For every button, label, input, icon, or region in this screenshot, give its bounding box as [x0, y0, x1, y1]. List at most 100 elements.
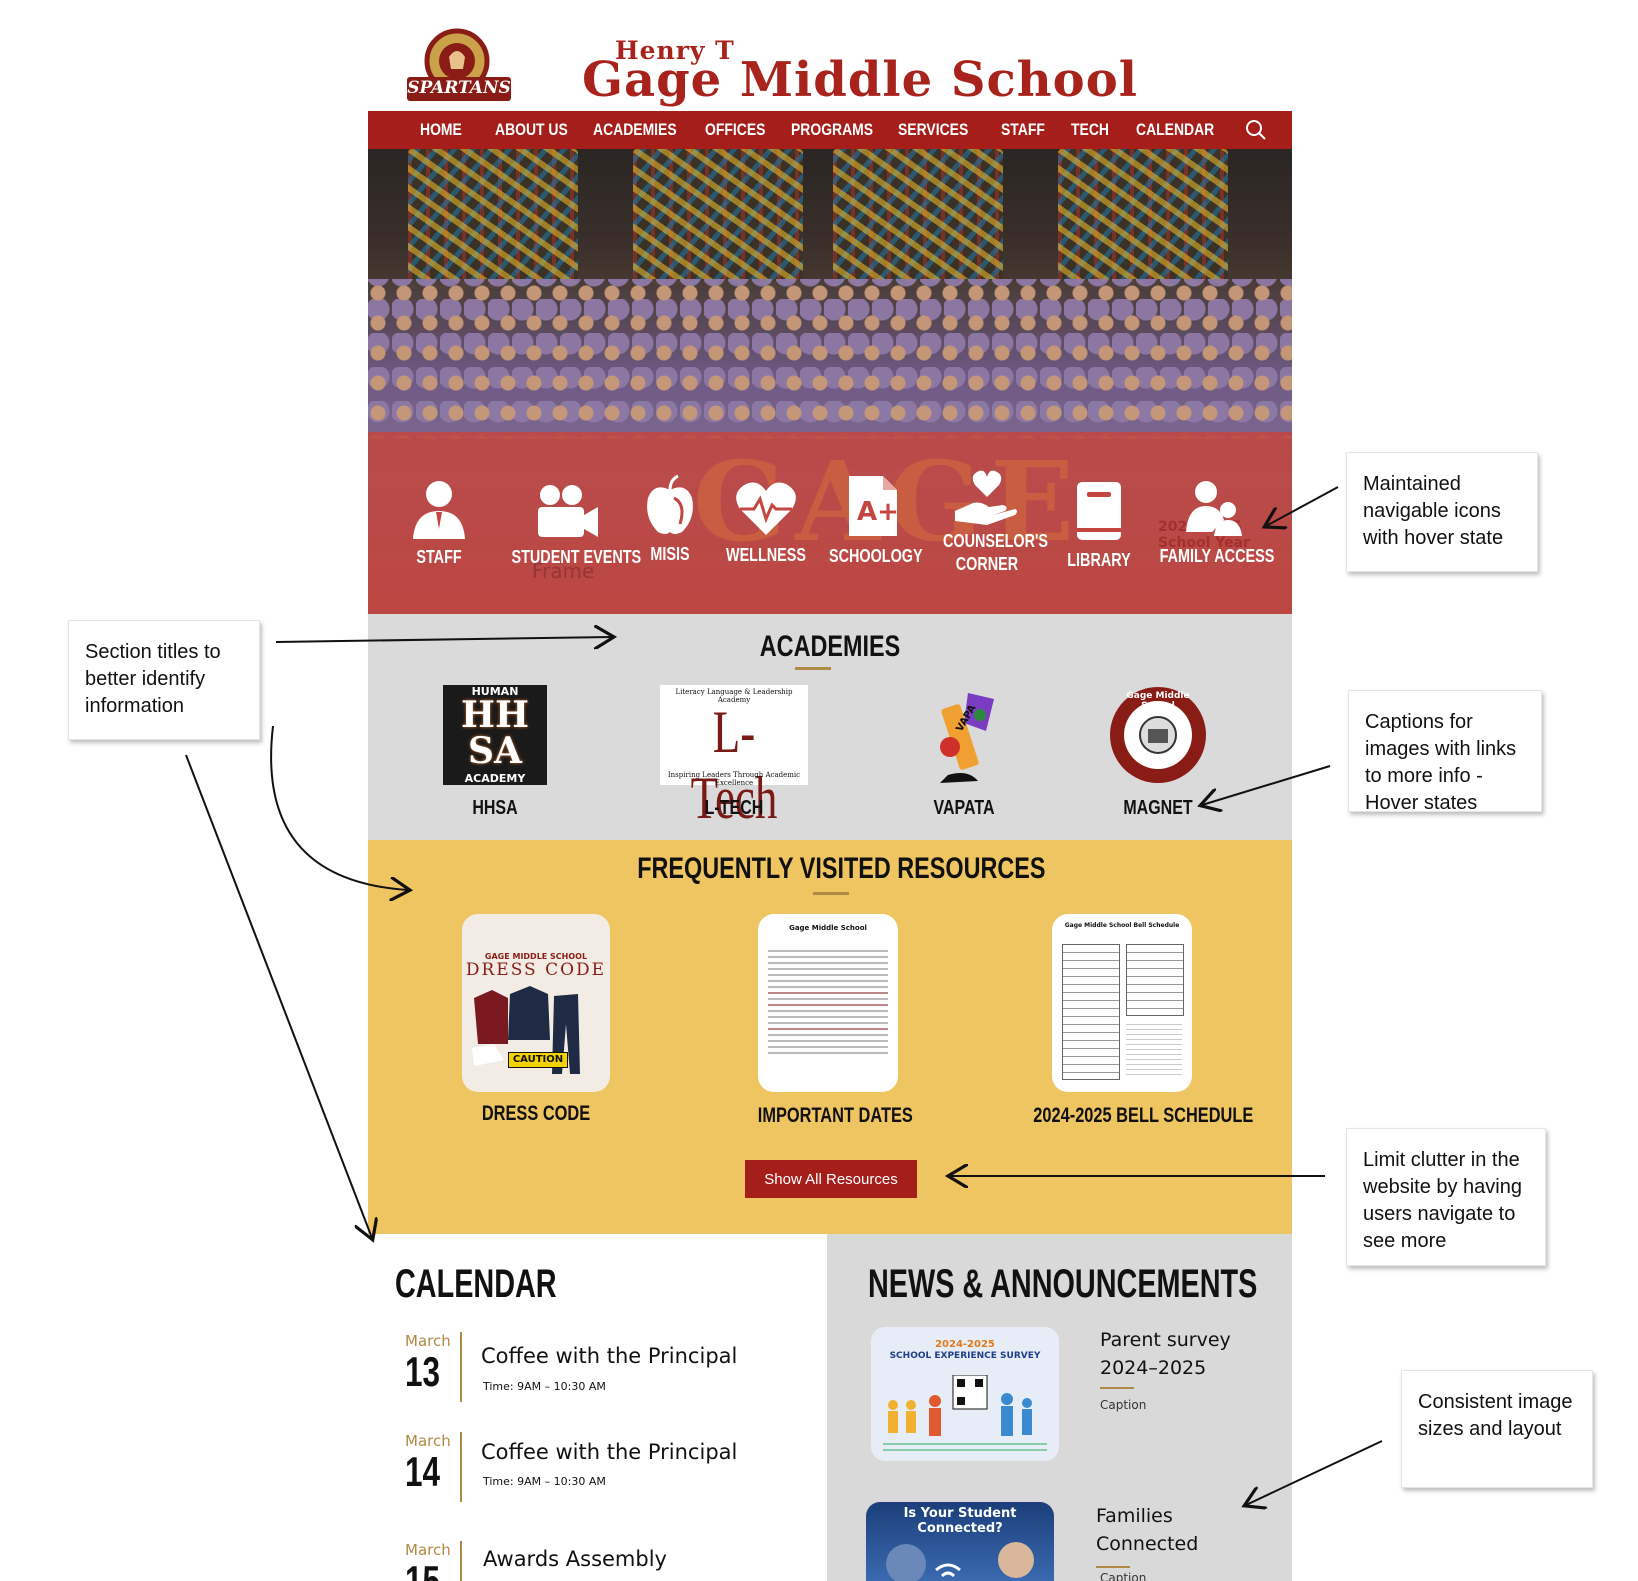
- news-image-survey[interactable]: 2024-2025 SCHOOL EXPERIENCE SURVEY: [871, 1327, 1059, 1461]
- quick-link-label-line2: CORNER: [955, 554, 1019, 574]
- hero-banner: GAGE 2024-2025 School Year Frame STAFF S…: [368, 149, 1292, 614]
- svg-text:A+: A+: [857, 497, 899, 527]
- heartbeat-icon: [736, 482, 796, 535]
- event-title: Awards Assembly: [483, 1547, 667, 1571]
- academy-label-hhsa[interactable]: HHSA: [472, 797, 518, 819]
- magnet-logo[interactable]: Gage Middle School: [1108, 685, 1208, 785]
- nav-staff[interactable]: STAFF: [1001, 120, 1045, 139]
- annotation-note: Limit clutter in the website by having u…: [1346, 1128, 1546, 1266]
- nav-services[interactable]: SERVICES: [898, 120, 969, 139]
- mural-panel: [1058, 149, 1228, 289]
- event-divider: [460, 1541, 462, 1581]
- nav-home[interactable]: HOME: [420, 120, 462, 139]
- quick-link-label: SCHOOLOGY: [829, 546, 923, 566]
- quick-link-label: LIBRARY: [1067, 550, 1131, 570]
- event-month: March: [405, 1432, 451, 1450]
- event-divider: [460, 1432, 462, 1502]
- nav-programs[interactable]: PROGRAMS: [791, 120, 874, 139]
- quick-link-schoology[interactable]: A+ SCHOOLOGY: [818, 474, 928, 569]
- quick-link-family-access[interactable]: FAMILY ACCESS: [1146, 480, 1282, 569]
- grade-document-icon: A+: [849, 476, 899, 536]
- quick-link-staff[interactable]: STAFF: [384, 479, 494, 570]
- section-title-calendar: CALENDAR: [395, 1262, 557, 1306]
- news-caption: Caption: [1100, 1571, 1147, 1581]
- quick-link-library[interactable]: LIBRARY: [1044, 480, 1154, 573]
- school-title[interactable]: Gage Middle School: [582, 52, 1138, 108]
- book-icon: [1077, 482, 1121, 540]
- nav-academies[interactable]: ACADEMIES: [593, 120, 677, 139]
- quick-link-label: MISIS: [650, 544, 690, 564]
- event-month: March: [405, 1541, 451, 1559]
- event-divider: [460, 1332, 462, 1402]
- news-headline[interactable]: Families Connected: [1096, 1505, 1199, 1555]
- academy-label-vapata[interactable]: VAPATA: [933, 797, 995, 819]
- event-title: Coffee with the Principal: [481, 1440, 738, 1464]
- bell-schedule-thumbnail[interactable]: Gage Middle School Bell Schedule: [1052, 914, 1192, 1092]
- academy-label-magnet[interactable]: MAGNET: [1123, 797, 1193, 819]
- section-title-news: NEWS & ANNOUNCEMENTS: [868, 1262, 1258, 1306]
- frame-label: Frame: [532, 559, 595, 583]
- academies-section: ACADEMIES HUMAN HH SA ACADEMY HHSA Liter…: [368, 614, 1292, 840]
- show-all-resources-button[interactable]: Show All Resources: [745, 1160, 917, 1198]
- quick-link-wellness[interactable]: WELLNESS: [711, 479, 821, 568]
- annotation-note: Consistent image sizes and layout: [1401, 1370, 1593, 1488]
- news-divider: [1100, 1387, 1134, 1389]
- event-day: 14: [405, 1448, 441, 1495]
- quick-link-label: COUNSELOR'S: [943, 531, 1049, 551]
- logo-text: SPARTANS: [407, 78, 511, 98]
- quick-link-student-events[interactable]: STUDENT EVENTS: [498, 483, 642, 570]
- event-title: Coffee with the Principal: [481, 1344, 738, 1368]
- person-icon: [413, 481, 465, 539]
- resource-label-dress-code[interactable]: DRESS CODE: [481, 1102, 591, 1125]
- mural-panel: [633, 149, 803, 289]
- quick-link-label: WELLNESS: [725, 545, 806, 565]
- quick-link-label: FAMILY ACCESS: [1159, 546, 1275, 566]
- annotation-note: Captions for images with links to more i…: [1348, 690, 1542, 814]
- ltech-logo[interactable]: Literacy Language & Leadership Academy L…: [660, 685, 808, 831]
- search-icon[interactable]: [1245, 119, 1267, 141]
- important-dates-thumbnail[interactable]: Gage Middle School: [758, 914, 898, 1092]
- family-icon: [1186, 481, 1242, 536]
- staff-group-photo: [368, 279, 1292, 439]
- calendar-event[interactable]: March 13 Coffee with the Principal Time:…: [405, 1332, 825, 1412]
- nav-calendar[interactable]: CALENDAR: [1136, 120, 1215, 139]
- nav-about-us[interactable]: ABOUT US: [495, 120, 568, 139]
- event-day: 15: [405, 1557, 441, 1581]
- mural-panel: [833, 149, 1003, 289]
- title-underline: [795, 667, 831, 670]
- calendar-event[interactable]: March 15 Awards Assembly: [405, 1541, 825, 1581]
- news-caption: Caption: [1100, 1398, 1147, 1412]
- vapata-logo[interactable]: VAPA: [928, 685, 1000, 785]
- quick-link-label: STAFF: [416, 547, 462, 567]
- quick-link-misis[interactable]: MISIS: [615, 474, 725, 567]
- title-underline: [813, 892, 849, 895]
- event-time: Time: 9AM – 10:30 AM: [483, 1475, 606, 1488]
- main-nav: HOME ABOUT US ACADEMIES OFFICES PROGRAMS…: [368, 111, 1292, 149]
- school-logo[interactable]: SPARTANS: [405, 27, 513, 103]
- event-time: Time: 9AM – 10:30 AM: [483, 1380, 606, 1393]
- nav-offices[interactable]: OFFICES: [705, 120, 766, 139]
- academy-label-ltech[interactable]: L-TECH: [704, 797, 764, 819]
- quick-link-counselors-corner[interactable]: COUNSELOR'S CORNER: [932, 467, 1049, 577]
- resources-section: FREQUENTLY VISITED RESOURCES GAGE MIDDLE…: [368, 840, 1292, 1234]
- people-camera-icon: [537, 485, 598, 537]
- mural-panel: [408, 149, 578, 289]
- news-divider: [1096, 1566, 1130, 1568]
- school-title-prefix: Henry T: [615, 36, 735, 65]
- hand-heart-icon: [955, 470, 1017, 525]
- nav-tech[interactable]: TECH: [1071, 120, 1109, 139]
- news-headline[interactable]: Parent survey 2024–2025: [1100, 1329, 1231, 1379]
- hhsa-logo[interactable]: HUMAN HH SA ACADEMY: [443, 685, 547, 785]
- dress-code-thumbnail[interactable]: GAGE MIDDLE SCHOOL DRESS CODE CAUTION: [462, 914, 610, 1092]
- resource-label-bell-schedule[interactable]: 2024-2025 BELL SCHEDULE: [1033, 1104, 1254, 1127]
- section-title-resources: FREQUENTLY VISITED RESOURCES: [637, 852, 1046, 885]
- quick-link-label: STUDENT EVENTS: [511, 547, 642, 567]
- event-day: 13: [405, 1348, 441, 1395]
- news-image-families-connected[interactable]: Is Your Student Connected?: [866, 1502, 1054, 1581]
- caution-label: CAUTION: [508, 1052, 568, 1068]
- calendar-event[interactable]: March 14 Coffee with the Principal Time:…: [405, 1432, 825, 1512]
- annotation-note: Maintained navigable icons with hover st…: [1346, 452, 1538, 572]
- event-month: March: [405, 1332, 451, 1350]
- quick-links-overlay: [368, 432, 1292, 614]
- resource-label-important-dates[interactable]: IMPORTANT DATES: [757, 1104, 913, 1127]
